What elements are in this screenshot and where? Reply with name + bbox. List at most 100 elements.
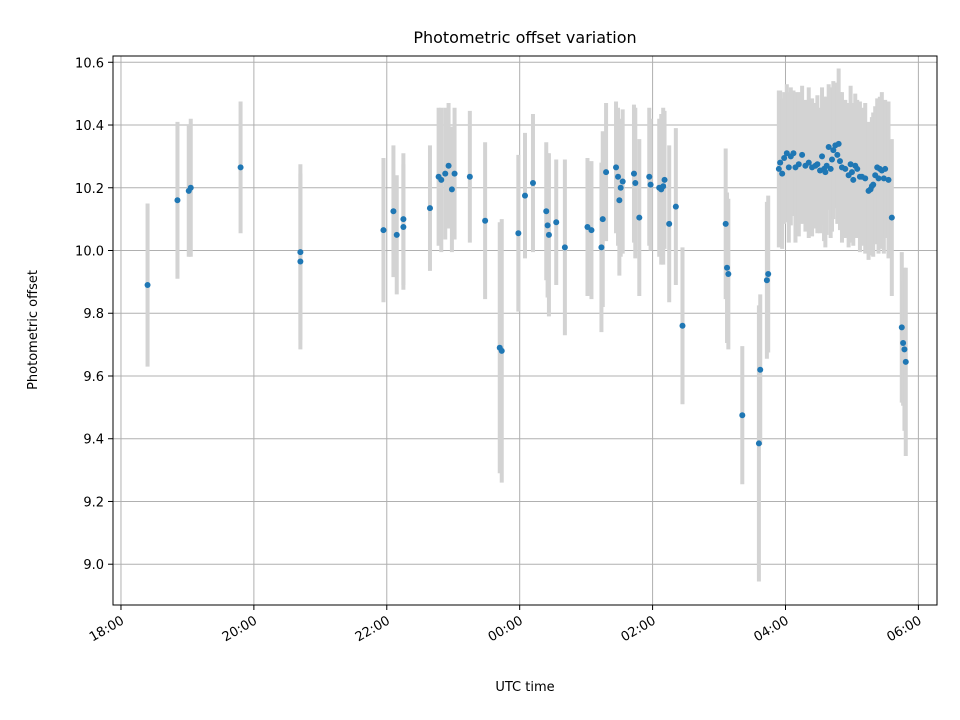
data-point (636, 214, 643, 221)
data-point (545, 231, 552, 238)
y-tick-label: 10.6 (75, 56, 104, 71)
data-point (827, 165, 834, 172)
data-point (544, 222, 551, 229)
y-tick-label: 10.0 (75, 245, 104, 260)
data-point (875, 175, 882, 182)
data-point (393, 231, 400, 238)
y-tick-label: 9.6 (83, 370, 104, 385)
data-point (660, 183, 667, 190)
data-point (390, 208, 397, 215)
data-point (888, 214, 895, 221)
data-point (174, 197, 181, 204)
data-point (445, 162, 452, 169)
data-point (725, 271, 732, 278)
y-tick-label: 9.8 (83, 307, 104, 322)
data-point (862, 175, 869, 182)
data-point (646, 173, 653, 180)
data-point (825, 143, 832, 150)
data-point (854, 165, 861, 172)
data-point (632, 180, 639, 187)
data-point (785, 164, 792, 171)
data-point (144, 282, 151, 289)
data-point (615, 173, 622, 180)
data-point (775, 165, 782, 172)
data-point (617, 184, 624, 191)
data-point (755, 440, 762, 447)
y-tick-label: 9.4 (83, 433, 104, 448)
data-point (482, 217, 489, 224)
data-point (661, 176, 668, 183)
data-point (835, 140, 842, 147)
y-tick-label: 10.2 (75, 182, 104, 197)
y-axis-label: Photometric offset (26, 270, 41, 390)
data-point (561, 244, 568, 251)
data-point (237, 164, 244, 171)
data-point (630, 170, 637, 177)
data-point (438, 176, 445, 183)
data-point (679, 322, 686, 329)
data-point (842, 165, 849, 172)
data-point (848, 169, 855, 176)
x-axis-label: UTC time (495, 680, 554, 695)
data-point (522, 192, 528, 199)
data-point (426, 205, 433, 212)
chart-title: Photometric offset variation (413, 28, 636, 47)
data-point (529, 180, 536, 187)
data-point (779, 170, 786, 177)
data-point (819, 153, 826, 160)
data-point (647, 181, 654, 188)
data-point (588, 227, 595, 234)
data-point (598, 244, 605, 251)
data-point (901, 346, 908, 353)
data-point (847, 161, 854, 168)
data-point (805, 159, 812, 166)
data-point (850, 176, 857, 183)
data-point (739, 412, 746, 419)
data-point (616, 197, 623, 204)
data-point (885, 176, 892, 183)
data-point (380, 227, 387, 234)
data-point (882, 165, 889, 172)
data-point (599, 216, 606, 223)
data-point (781, 154, 788, 161)
data-point (619, 178, 626, 185)
data-point (297, 249, 304, 256)
y-tick-label: 9.0 (83, 558, 104, 573)
data-point (603, 169, 610, 176)
data-point (515, 230, 522, 237)
data-point (790, 150, 797, 157)
data-point (814, 161, 821, 168)
data-point (902, 358, 909, 365)
data-point (672, 203, 679, 210)
data-point (834, 151, 841, 158)
data-point (829, 156, 836, 163)
data-point (448, 186, 455, 193)
data-point (722, 220, 729, 227)
y-tick-label: 9.2 (83, 495, 104, 510)
axes-frame (112, 55, 938, 606)
data-point (498, 347, 505, 354)
data-point (777, 159, 784, 166)
data-point (297, 258, 304, 265)
data-point (757, 366, 764, 373)
data-point (613, 164, 620, 171)
data-point (451, 170, 458, 177)
data-point (442, 170, 449, 177)
data-point (543, 208, 550, 215)
data-point (880, 175, 887, 182)
data-point (799, 151, 806, 158)
data-point (724, 264, 731, 271)
y-tick-label: 10.4 (75, 119, 104, 134)
data-point (666, 220, 673, 227)
data-point (400, 223, 407, 230)
data-point (900, 340, 907, 347)
data-point (763, 277, 770, 284)
data-point (898, 324, 905, 331)
data-point (553, 219, 560, 226)
data-points (144, 140, 909, 447)
data-point (466, 173, 473, 180)
data-point (795, 161, 802, 168)
data-point (765, 271, 772, 278)
data-point (836, 158, 843, 165)
